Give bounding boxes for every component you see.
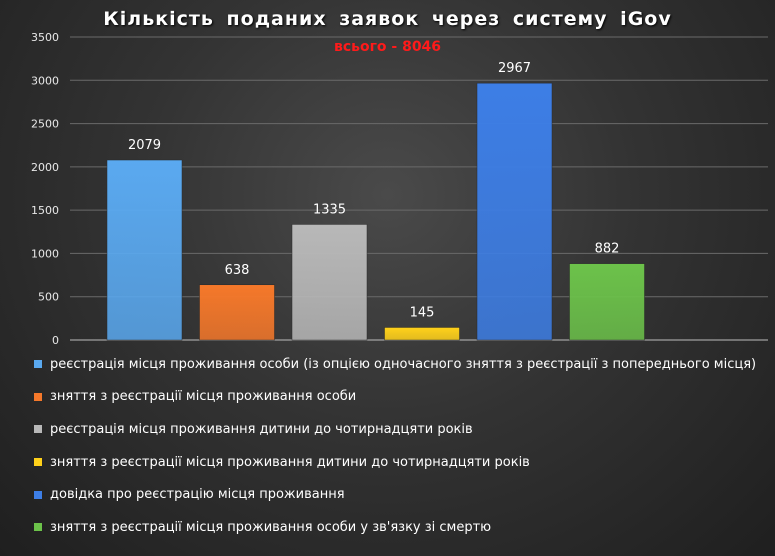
bar: [476, 82, 553, 341]
bar: [106, 159, 183, 341]
legend-label: реєстрація місця проживання дитини до чо…: [50, 421, 473, 437]
legend-label: зняття з реєстрації місця проживання осо…: [50, 519, 492, 535]
grid-lines: [70, 36, 768, 341]
legend-swatch: [34, 458, 42, 467]
y-tick-label: 500: [38, 291, 59, 304]
bar: [384, 327, 460, 341]
legend-swatch: [34, 360, 42, 369]
data-labels: 2079 638 1335 145 2967 882: [128, 61, 619, 320]
legend-item: зняття з реєстрації місця проживання дит…: [34, 446, 769, 479]
legend-label: довідка про реєстрацію місця проживання: [50, 487, 345, 503]
bar: [199, 284, 275, 341]
bar-value-label: 638: [225, 263, 250, 278]
y-tick-label: 1500: [31, 204, 59, 217]
y-tick-label: 2000: [31, 161, 59, 174]
legend-item: зняття з реєстрації місця проживання осо…: [34, 381, 769, 414]
bar-value-label: 1335: [313, 202, 346, 217]
bar-value-label: 2967: [498, 61, 531, 76]
bar-value-label: 145: [410, 305, 435, 320]
bar: [569, 263, 645, 341]
legend-label: реєстрація місця проживання особи (із оп…: [50, 356, 757, 372]
legend-item: довідка про реєстрацію місця проживання: [34, 478, 769, 511]
legend-item: зняття з реєстрації місця проживання осо…: [34, 511, 769, 544]
bar-value-label: 882: [595, 242, 620, 257]
legend-swatch: [34, 425, 42, 434]
legend-label: зняття з реєстрації місця проживання осо…: [50, 389, 357, 405]
y-tick-label: 3500: [31, 31, 59, 44]
bar-value-label: 2079: [128, 138, 161, 153]
legend-label: зняття з реєстрації місця проживання дит…: [50, 454, 530, 470]
y-tick-label: 1000: [31, 247, 59, 260]
y-axis-ticks: 0 500 1000 1500 2000 2500 3000 3500: [31, 31, 59, 347]
bar: [291, 224, 368, 341]
legend-swatch: [34, 392, 42, 401]
bars: [106, 82, 645, 341]
y-tick-label: 3000: [31, 74, 59, 87]
legend-item: реєстрація місця проживання дитини до чо…: [34, 413, 769, 446]
chart-title: Кількість поданих заявок через систему i…: [103, 8, 672, 30]
legend-swatch: [34, 523, 42, 532]
chart-subtitle-total: всього - 8046: [333, 39, 442, 55]
y-tick-label: 0: [52, 334, 59, 347]
legend: реєстрація місця проживання особи (із оп…: [34, 348, 769, 544]
legend-swatch: [34, 490, 42, 499]
legend-item: реєстрація місця проживання особи (із оп…: [34, 348, 769, 381]
y-tick-label: 2500: [31, 118, 59, 131]
